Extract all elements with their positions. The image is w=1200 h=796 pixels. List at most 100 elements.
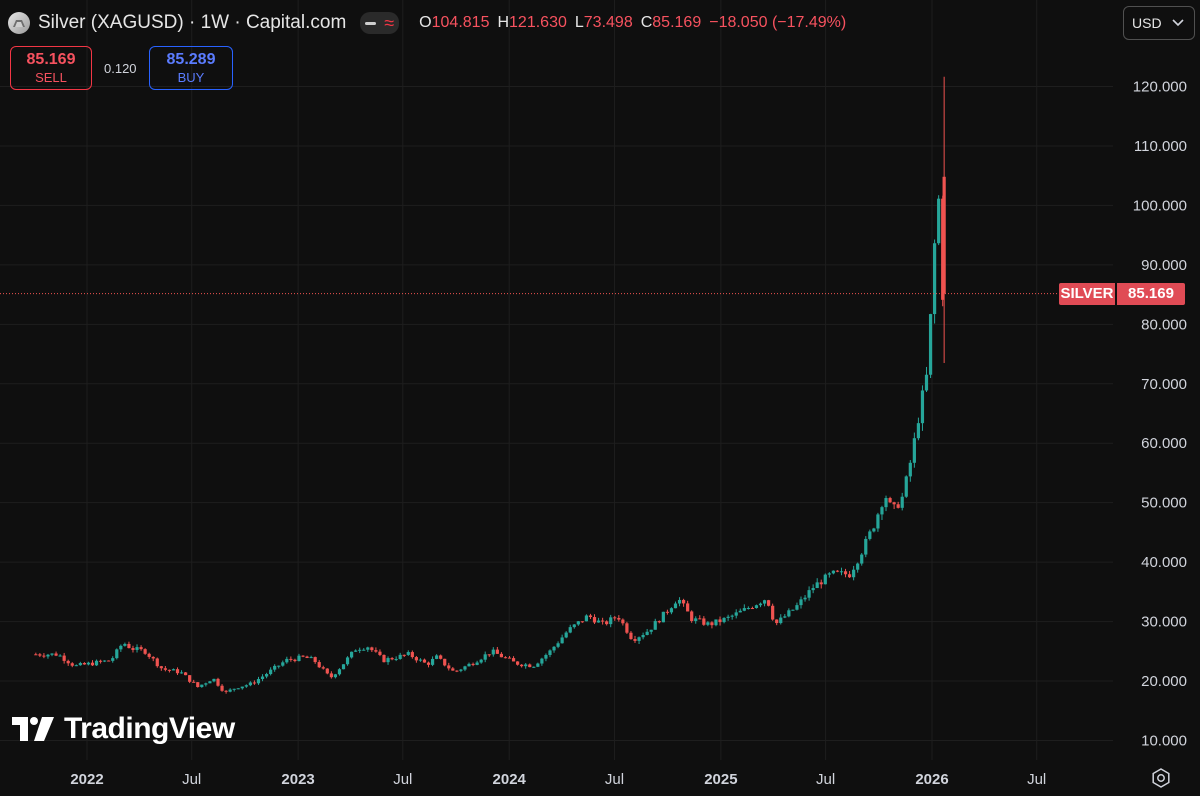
candle-body <box>827 573 831 575</box>
wave-icon[interactable]: ≈ <box>384 13 395 33</box>
candle-body <box>767 600 771 606</box>
candle-body <box>710 622 714 626</box>
settings-icon[interactable] <box>1150 767 1172 789</box>
candle-body <box>673 603 678 609</box>
candle-body <box>487 654 491 656</box>
candle-body <box>289 658 293 660</box>
y-tick-label: 80.000 <box>1141 316 1187 333</box>
candle-body <box>653 621 657 630</box>
candle-body <box>70 663 74 666</box>
candle-body <box>625 623 629 633</box>
minus-icon[interactable] <box>365 21 377 25</box>
candle-body <box>605 621 609 625</box>
candle-body <box>520 664 524 667</box>
candle-body <box>686 603 690 612</box>
candle-body <box>228 689 232 692</box>
candle-body <box>321 667 325 669</box>
candle-body <box>758 603 763 606</box>
watermark-text: TradingView <box>64 712 235 745</box>
candle-body <box>281 662 285 666</box>
candle-body <box>495 649 499 654</box>
close-key: C <box>640 14 653 31</box>
candle-body <box>212 678 216 682</box>
candle-body <box>426 662 431 665</box>
candle-body <box>463 666 467 670</box>
candle-body <box>843 571 848 575</box>
candle-body <box>50 653 54 655</box>
currency-selector[interactable]: USD <box>1123 6 1195 40</box>
candle-body <box>601 620 605 622</box>
candle-body <box>224 690 228 692</box>
candle-body <box>451 668 455 671</box>
candle-body <box>528 664 532 668</box>
candle-body <box>42 655 46 657</box>
candle-body <box>240 686 244 689</box>
candle-body <box>139 647 143 650</box>
candle-body <box>847 574 852 578</box>
candle-body <box>390 658 394 660</box>
candle-body <box>66 660 70 664</box>
candle-body <box>200 684 204 688</box>
candle-body <box>82 663 86 665</box>
candle-body <box>694 618 698 621</box>
y-axis: 10.000 20.000 30.000 40.000 50.000 60.000 70.0… <box>1133 78 1187 749</box>
candle-body <box>378 651 382 655</box>
buy-button[interactable]: 85.289 BUY <box>149 46 233 90</box>
candle-body <box>714 619 718 626</box>
chart-mode-toggle[interactable]: ≈ <box>360 12 400 34</box>
candle-body <box>787 610 791 617</box>
candle-body <box>220 685 224 691</box>
candle-body <box>928 314 933 375</box>
candle-body <box>868 531 872 539</box>
candle-body <box>698 618 702 620</box>
candle-body <box>74 665 78 667</box>
candle-body <box>645 631 649 636</box>
candle-body <box>629 632 633 640</box>
candle-body <box>435 655 439 659</box>
candle-body <box>515 661 520 665</box>
candle-body <box>491 649 495 655</box>
candle-body <box>471 663 475 665</box>
candle-body <box>884 498 888 508</box>
y-tick-label: 100.000 <box>1133 197 1187 214</box>
x-tick-label: Jul <box>393 771 412 788</box>
candle-body <box>621 619 625 624</box>
candle-body <box>835 570 840 572</box>
candle-body <box>252 682 257 684</box>
candle-body <box>244 685 248 687</box>
candle-body <box>94 660 99 666</box>
candle-body <box>742 608 746 611</box>
candle-body <box>167 669 172 671</box>
tradingview-logo-icon <box>12 717 54 741</box>
symbol-title[interactable]: Silver (XAGUSD) · 1W · Capital.com <box>38 12 347 33</box>
price-tag-name: SILVER <box>1059 283 1115 305</box>
candle-body <box>807 590 811 598</box>
candle-body <box>366 647 370 650</box>
candle-body <box>196 682 200 688</box>
candle-body <box>236 688 240 690</box>
candle-body <box>439 655 443 659</box>
candle-body <box>402 654 406 656</box>
candle-body <box>815 582 819 589</box>
candle-body <box>58 655 62 657</box>
candle-body <box>305 656 309 658</box>
candle-body <box>799 599 803 606</box>
candle-body <box>775 619 779 624</box>
chart-header: Silver (XAGUSD) · 1W · Capital.com ≈ O10… <box>8 8 846 38</box>
candle-body <box>641 635 645 638</box>
close-value: 85.169 <box>652 14 702 31</box>
candle-body <box>350 651 354 658</box>
tradingview-watermark[interactable]: TradingView <box>12 712 235 746</box>
candle-body <box>548 650 552 655</box>
low-key: L <box>574 14 584 31</box>
candle-body <box>937 198 941 244</box>
y-tick-label: 70.000 <box>1141 376 1187 393</box>
candle-body <box>734 612 738 616</box>
buy-price: 85.289 <box>166 51 216 68</box>
candle-body <box>811 588 815 591</box>
candle-body <box>123 643 127 646</box>
open-value: 104.815 <box>431 14 490 31</box>
candle-body <box>248 682 252 686</box>
sell-button[interactable]: 85.169 SELL <box>10 46 92 90</box>
